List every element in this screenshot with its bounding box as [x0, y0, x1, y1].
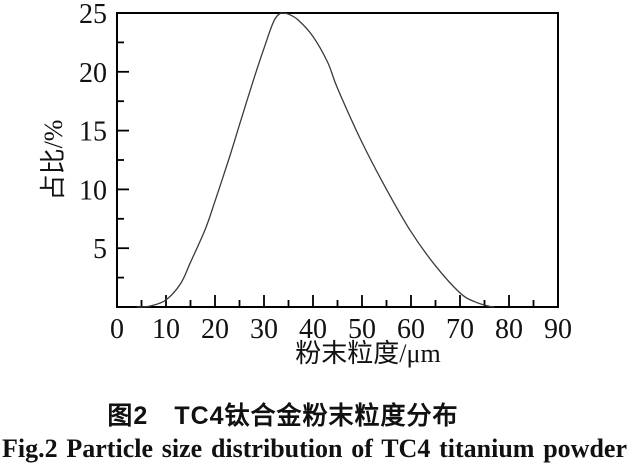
plot-frame: [116, 12, 559, 308]
distribution-curve-path: [136, 12, 495, 308]
axis-titles: 粉末粒度/μm 占比/%: [39, 120, 441, 368]
axis-ticks: [117, 41, 559, 307]
y-tick-label: 10: [79, 175, 107, 206]
x-tick-label: 10: [152, 314, 180, 345]
caption-chinese: 图2 TC4钛合金粉末粒度分布: [107, 402, 459, 430]
x-tick-label: 80: [495, 314, 523, 345]
x-tick-labels: 0 10 20 30 40 50 60 70 80 90: [110, 314, 572, 345]
x-tick-label: 90: [544, 314, 572, 345]
x-tick-label: 50: [348, 314, 376, 345]
x-axis-label: 粉末粒度/μm: [295, 339, 440, 368]
x-tick-label: 60: [397, 314, 425, 345]
y-tick-label: 25: [79, 0, 107, 30]
y-tick-label: 5: [93, 234, 107, 265]
y-tick-label: 20: [79, 58, 107, 89]
y-tick-labels: 5 10 15 20 25: [79, 0, 107, 265]
chart-canvas: 0 10 20 30 40 50 60 70 80 90 5 10 15 20 25 粉末粒度/μm 占比/…: [39, 0, 572, 368]
plot-border: [116, 12, 559, 308]
x-tick-label: 0: [110, 314, 124, 345]
x-tick-label: 70: [446, 314, 474, 345]
y-tick-label: 15: [79, 117, 107, 148]
x-tick-label: 40: [299, 314, 327, 345]
x-tick-label: 30: [250, 314, 278, 345]
distribution-curve: [136, 12, 495, 308]
x-tick-label: 20: [201, 314, 229, 345]
caption-english: Fig.2 Particle size distribution of TC4 …: [2, 434, 627, 463]
y-axis-label: 占比/%: [39, 120, 68, 201]
